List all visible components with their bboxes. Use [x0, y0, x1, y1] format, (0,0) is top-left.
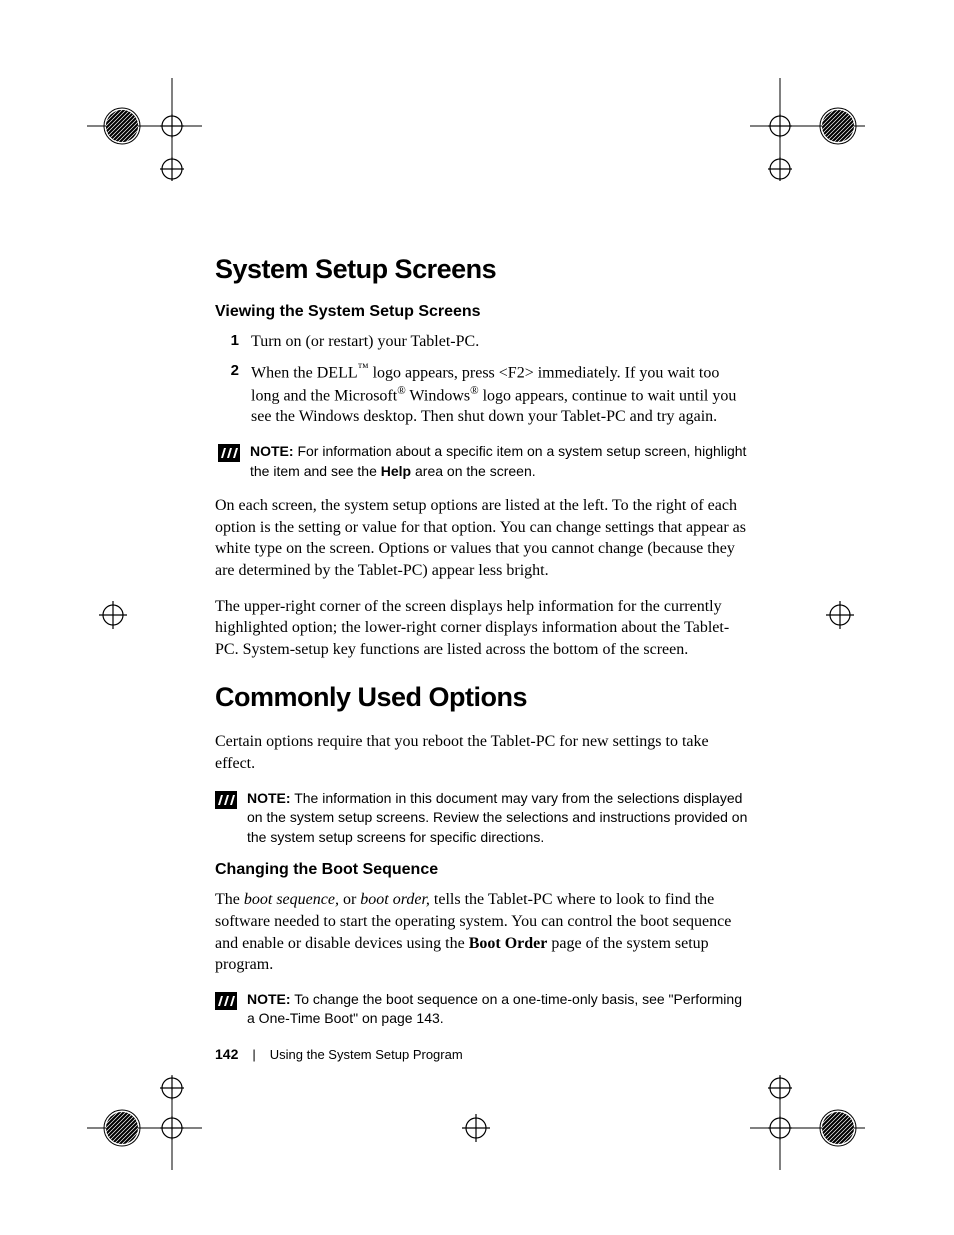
page-content: System Setup Screens Viewing the System …: [215, 254, 750, 1043]
paragraph: The boot sequence, or boot order, tells …: [215, 889, 750, 975]
paragraph: The upper-right corner of the screen dis…: [215, 596, 750, 661]
step-1: 1 Turn on (or restart) your Tablet-PC.: [215, 331, 750, 353]
heading-commonly-used-options: Commonly Used Options: [215, 682, 750, 713]
crop-mark-bot-left: [62, 1060, 202, 1175]
note-1: NOTE: For information about a specific i…: [215, 442, 750, 481]
heading-system-setup-screens: System Setup Screens: [215, 254, 750, 285]
note-text: NOTE: To change the boot sequence on a o…: [247, 990, 750, 1029]
heading-changing-boot-sequence: Changing the Boot Sequence: [215, 861, 750, 879]
note-text: NOTE: For information about a specific i…: [250, 442, 750, 481]
step-2: 2 When the DELL™ logo appears, press <F2…: [215, 361, 750, 428]
steps-list: 1 Turn on (or restart) your Tablet-PC. 2…: [215, 331, 750, 428]
paragraph: Certain options require that you reboot …: [215, 731, 750, 774]
step-text: Turn on (or restart) your Tablet-PC.: [251, 331, 750, 353]
heading-viewing-system-setup: Viewing the System Setup Screens: [215, 303, 750, 321]
note-icon: [215, 992, 237, 1010]
step-text: When the DELL™ logo appears, press <F2> …: [251, 361, 750, 428]
note-text: NOTE: The information in this document m…: [247, 789, 750, 848]
crop-mark-bot-right: [750, 1060, 900, 1175]
footer-separator: |: [252, 1047, 255, 1062]
step-number: 2: [215, 361, 251, 428]
page-number: 142: [215, 1046, 238, 1062]
crop-mark-top-left: [62, 78, 202, 193]
step-number: 1: [215, 331, 251, 353]
footer-section-title: Using the System Setup Program: [270, 1047, 463, 1062]
note-3: NOTE: To change the boot sequence on a o…: [215, 990, 750, 1029]
crop-mark-bot-center: [458, 1113, 498, 1158]
note-icon: [218, 444, 240, 462]
crop-mark-top-right: [750, 78, 900, 193]
crop-mark-mid-right: [822, 600, 862, 645]
page-footer: 142 | Using the System Setup Program: [215, 1046, 463, 1062]
note-icon: [215, 791, 237, 809]
crop-mark-mid-left: [95, 600, 135, 645]
paragraph: On each screen, the system setup options…: [215, 495, 750, 581]
note-2: NOTE: The information in this document m…: [215, 789, 750, 848]
